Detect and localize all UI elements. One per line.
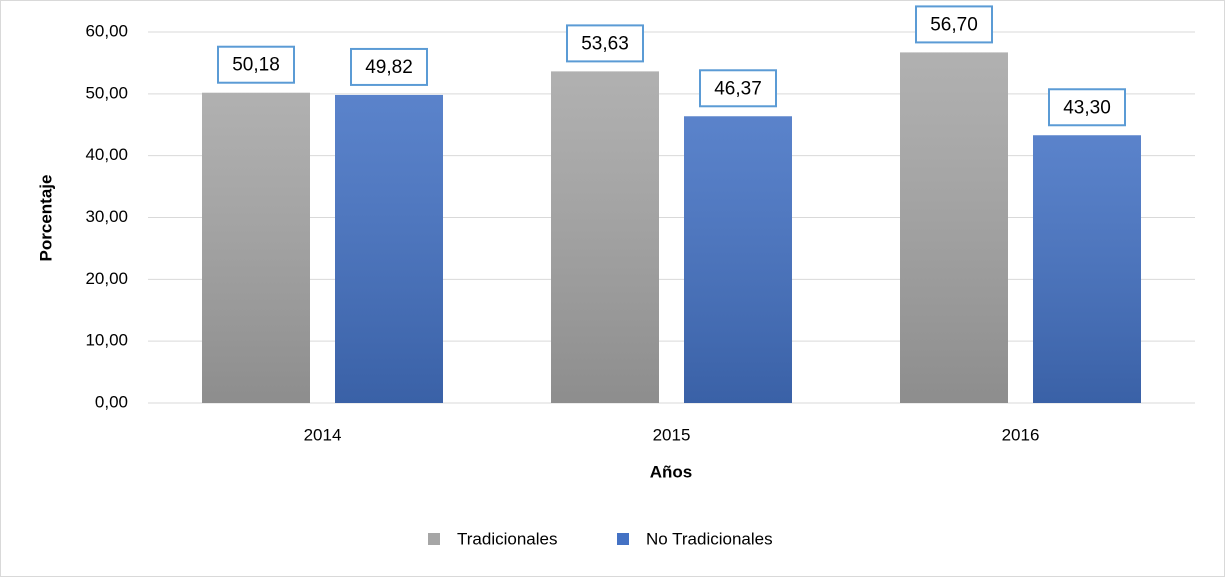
y-tick-label: 40,00 — [85, 145, 128, 164]
x-tick-label: 2014 — [304, 425, 342, 444]
x-tick-label: 2016 — [1002, 425, 1040, 444]
data-label: 43,30 — [1063, 97, 1111, 118]
y-tick-label: 60,00 — [85, 21, 128, 40]
legend-label: Tradicionales — [457, 529, 557, 548]
bar-shading — [900, 52, 1008, 403]
y-tick-label: 10,00 — [85, 331, 128, 350]
bar-shading — [551, 71, 659, 404]
data-label: 53,63 — [581, 33, 629, 54]
data-label-box — [566, 24, 644, 63]
y-axis-label: Porcentaje — [36, 175, 55, 262]
x-axis-label: Años — [650, 462, 693, 481]
x-tick-label: 2015 — [653, 425, 691, 444]
data-label: 56,70 — [930, 14, 978, 35]
data-label-box — [350, 47, 428, 86]
legend-label: No Tradicionales — [646, 529, 773, 548]
y-tick-label: 20,00 — [85, 269, 128, 288]
bar-shading — [684, 116, 792, 403]
data-label-box — [217, 45, 295, 84]
legend-swatch — [617, 533, 629, 545]
y-tick-label: 30,00 — [85, 207, 128, 226]
data-label-box — [915, 5, 993, 44]
legend-swatch — [428, 533, 440, 545]
data-label: 46,37 — [714, 78, 762, 99]
data-label: 50,18 — [232, 55, 280, 76]
data-label-box — [1048, 88, 1126, 127]
data-label-box — [699, 69, 777, 108]
data-label: 49,82 — [365, 57, 413, 78]
y-tick-label: 50,00 — [85, 83, 128, 102]
y-tick-label: 0,00 — [95, 392, 128, 411]
bar-shading — [1033, 135, 1141, 404]
bar-shading — [202, 92, 310, 403]
bar-shading — [335, 94, 443, 403]
